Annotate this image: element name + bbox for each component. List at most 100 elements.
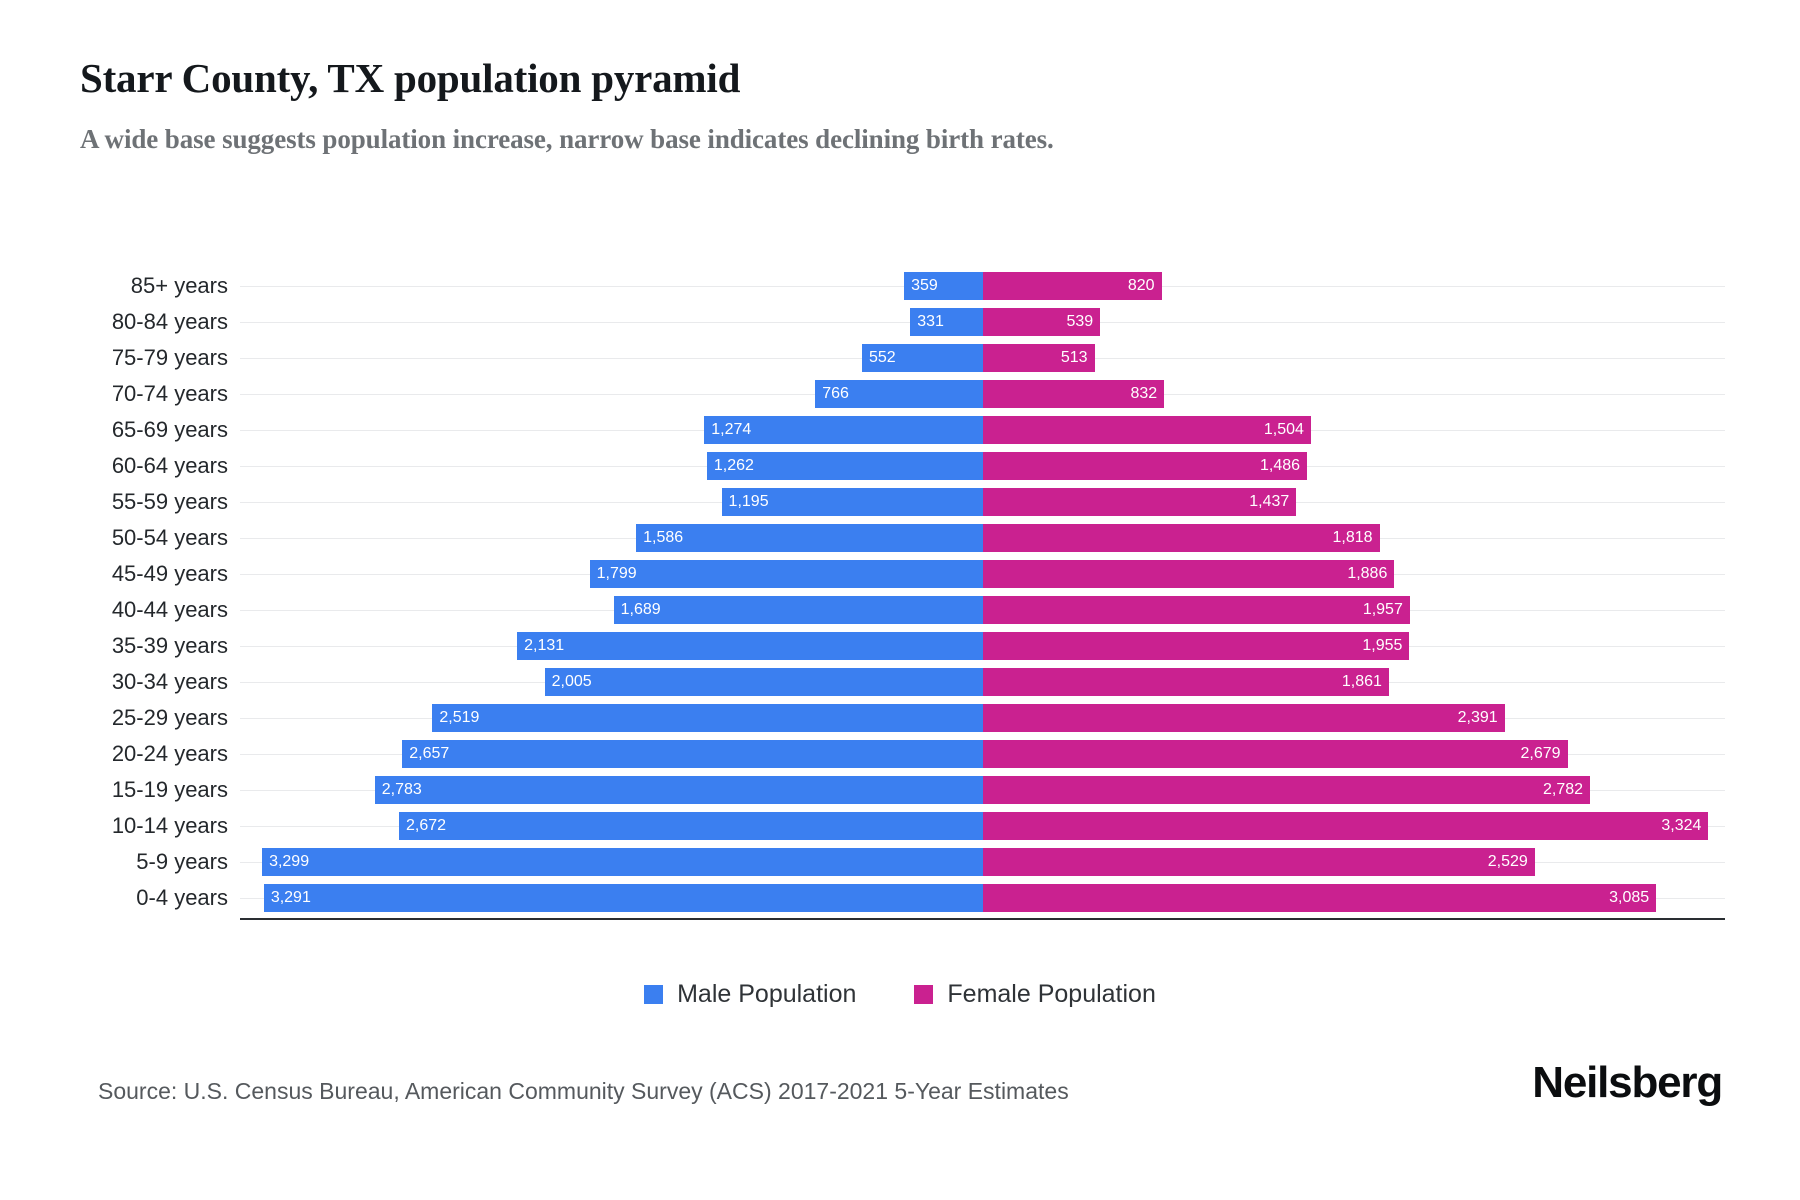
female-bar[interactable]: 2,782 <box>982 776 1591 804</box>
male-bar[interactable]: 359 <box>904 272 983 300</box>
male-bar[interactable]: 2,005 <box>544 668 983 696</box>
male-bar-value: 1,689 <box>620 601 661 618</box>
age-group-label: 70-74 years <box>111 381 228 406</box>
female-bar[interactable]: 3,085 <box>982 884 1657 912</box>
age-group-label: 50-54 years <box>111 525 228 550</box>
row-track: 766 832 <box>240 376 1725 412</box>
male-bar[interactable]: 331 <box>910 308 983 336</box>
male-bar[interactable]: 2,783 <box>374 776 983 804</box>
female-bar[interactable]: 1,957 <box>982 596 1410 624</box>
row-track: 2,131 1,955 <box>240 628 1725 664</box>
pyramid-row: 85+ years 359 820 <box>80 268 1725 304</box>
bar-wrap: 2,672 3,324 <box>240 808 1725 844</box>
male-bar-value: 359 <box>911 277 938 294</box>
pyramid-row: 75-79 years 552 513 <box>80 340 1725 376</box>
female-bar[interactable]: 3,324 <box>982 812 1709 840</box>
male-bar[interactable]: 1,195 <box>721 488 983 516</box>
female-bar-value: 3,324 <box>1661 817 1702 834</box>
axis-baseline <box>240 918 1725 920</box>
female-bar[interactable]: 1,504 <box>982 416 1311 444</box>
female-color-swatch-icon <box>914 985 934 1004</box>
age-group-label: 60-64 years <box>111 453 228 478</box>
row-track: 1,274 1,504 <box>240 412 1725 448</box>
bar-wrap: 1,195 1,437 <box>240 484 1725 520</box>
bar-wrap: 552 513 <box>240 340 1725 376</box>
legend-item-male[interactable]: Male Population <box>644 980 856 1009</box>
female-bar[interactable]: 820 <box>982 272 1162 300</box>
bar-wrap: 1,262 1,486 <box>240 448 1725 484</box>
female-bar-value: 513 <box>1060 349 1088 366</box>
female-bar-value: 1,955 <box>1362 637 1403 654</box>
female-bar-value: 832 <box>1130 385 1158 402</box>
chart-subtitle: A wide base suggests population increase… <box>80 124 1054 154</box>
row-track: 2,519 2,391 <box>240 700 1725 736</box>
age-group-label: 55-59 years <box>111 489 228 514</box>
row-track: 1,689 1,957 <box>240 592 1725 628</box>
age-group-label: 85+ years <box>130 273 228 298</box>
male-bar-value: 1,274 <box>711 421 752 438</box>
row-track: 2,783 2,782 <box>240 772 1725 808</box>
male-bar[interactable]: 552 <box>861 344 983 372</box>
age-group-label: 30-34 years <box>111 669 228 694</box>
female-bar[interactable]: 2,529 <box>982 848 1535 876</box>
pyramid-row: 55-59 years 1,195 1,437 <box>80 484 1725 520</box>
male-bar[interactable]: 1,586 <box>636 524 983 552</box>
age-group-label: 40-44 years <box>111 597 228 622</box>
pyramid-rows: 85+ years 359 820 80-84 years 331 539 75-79 ye… <box>80 268 1725 916</box>
pyramid-row: 80-84 years 331 539 <box>80 304 1725 340</box>
female-bar[interactable]: 1,955 <box>982 632 1410 660</box>
chart-header: Starr County, TX population pyramid A wi… <box>80 52 1720 158</box>
female-bar[interactable]: 2,679 <box>982 740 1568 768</box>
male-bar-value: 3,291 <box>270 889 311 906</box>
bar-wrap: 331 539 <box>240 304 1725 340</box>
male-bar[interactable]: 1,262 <box>706 452 983 480</box>
female-bar[interactable]: 1,437 <box>982 488 1297 516</box>
pyramid-row: 10-14 years 2,672 3,324 <box>80 808 1725 844</box>
female-bar[interactable]: 513 <box>982 344 1095 372</box>
age-group-label: 80-84 years <box>111 309 228 334</box>
female-bar[interactable]: 2,391 <box>982 704 1505 732</box>
female-bar[interactable]: 1,818 <box>982 524 1380 552</box>
age-group-label: 0-4 years <box>136 885 228 910</box>
female-bar-value: 1,486 <box>1259 457 1301 474</box>
bar-wrap: 2,005 1,861 <box>240 664 1725 700</box>
male-bar[interactable]: 3,291 <box>263 884 983 912</box>
female-bar[interactable]: 1,886 <box>982 560 1395 588</box>
source-attribution: Source: U.S. Census Bureau, American Com… <box>98 1078 1069 1104</box>
pyramid-row: 5-9 years 3,299 2,529 <box>80 844 1725 880</box>
row-track: 1,262 1,486 <box>240 448 1725 484</box>
row-track: 552 513 <box>240 340 1725 376</box>
male-bar[interactable]: 2,672 <box>398 812 983 840</box>
female-bar-value: 2,782 <box>1542 781 1584 798</box>
pyramid-row: 15-19 years 2,783 2,782 <box>80 772 1725 808</box>
male-bar[interactable]: 1,799 <box>589 560 983 588</box>
row-track: 1,586 1,818 <box>240 520 1725 556</box>
male-bar[interactable]: 1,274 <box>704 416 983 444</box>
female-bar-value: 2,391 <box>1457 709 1498 726</box>
legend-item-female[interactable]: Female Population <box>914 980 1156 1009</box>
age-group-label: 35-39 years <box>111 633 228 658</box>
male-bar[interactable]: 2,131 <box>517 632 983 660</box>
pyramid-row: 50-54 years 1,586 1,818 <box>80 520 1725 556</box>
male-bar[interactable]: 766 <box>815 380 983 408</box>
male-bar-value: 3,299 <box>269 853 310 870</box>
age-group-label: 65-69 years <box>111 417 228 442</box>
female-bar[interactable]: 1,486 <box>982 452 1308 480</box>
female-bar[interactable]: 539 <box>982 308 1101 336</box>
female-bar-value: 2,679 <box>1520 745 1561 762</box>
male-bar[interactable]: 1,689 <box>613 596 983 624</box>
male-bar-value: 2,005 <box>551 673 592 690</box>
pyramid-row: 65-69 years 1,274 1,504 <box>80 412 1725 448</box>
male-bar-value: 552 <box>868 349 896 366</box>
female-bar[interactable]: 1,861 <box>982 668 1389 696</box>
male-bar[interactable]: 2,519 <box>432 704 983 732</box>
pyramid-row: 40-44 years 1,689 1,957 <box>80 592 1725 628</box>
male-bar-value: 2,783 <box>381 781 422 798</box>
bar-wrap: 2,783 2,782 <box>240 772 1725 808</box>
male-bar[interactable]: 2,657 <box>402 740 983 768</box>
female-bar[interactable]: 832 <box>982 380 1165 408</box>
female-bar-value: 539 <box>1066 313 1094 330</box>
male-bar-value: 2,657 <box>409 745 450 762</box>
male-bar[interactable]: 3,299 <box>262 848 983 876</box>
